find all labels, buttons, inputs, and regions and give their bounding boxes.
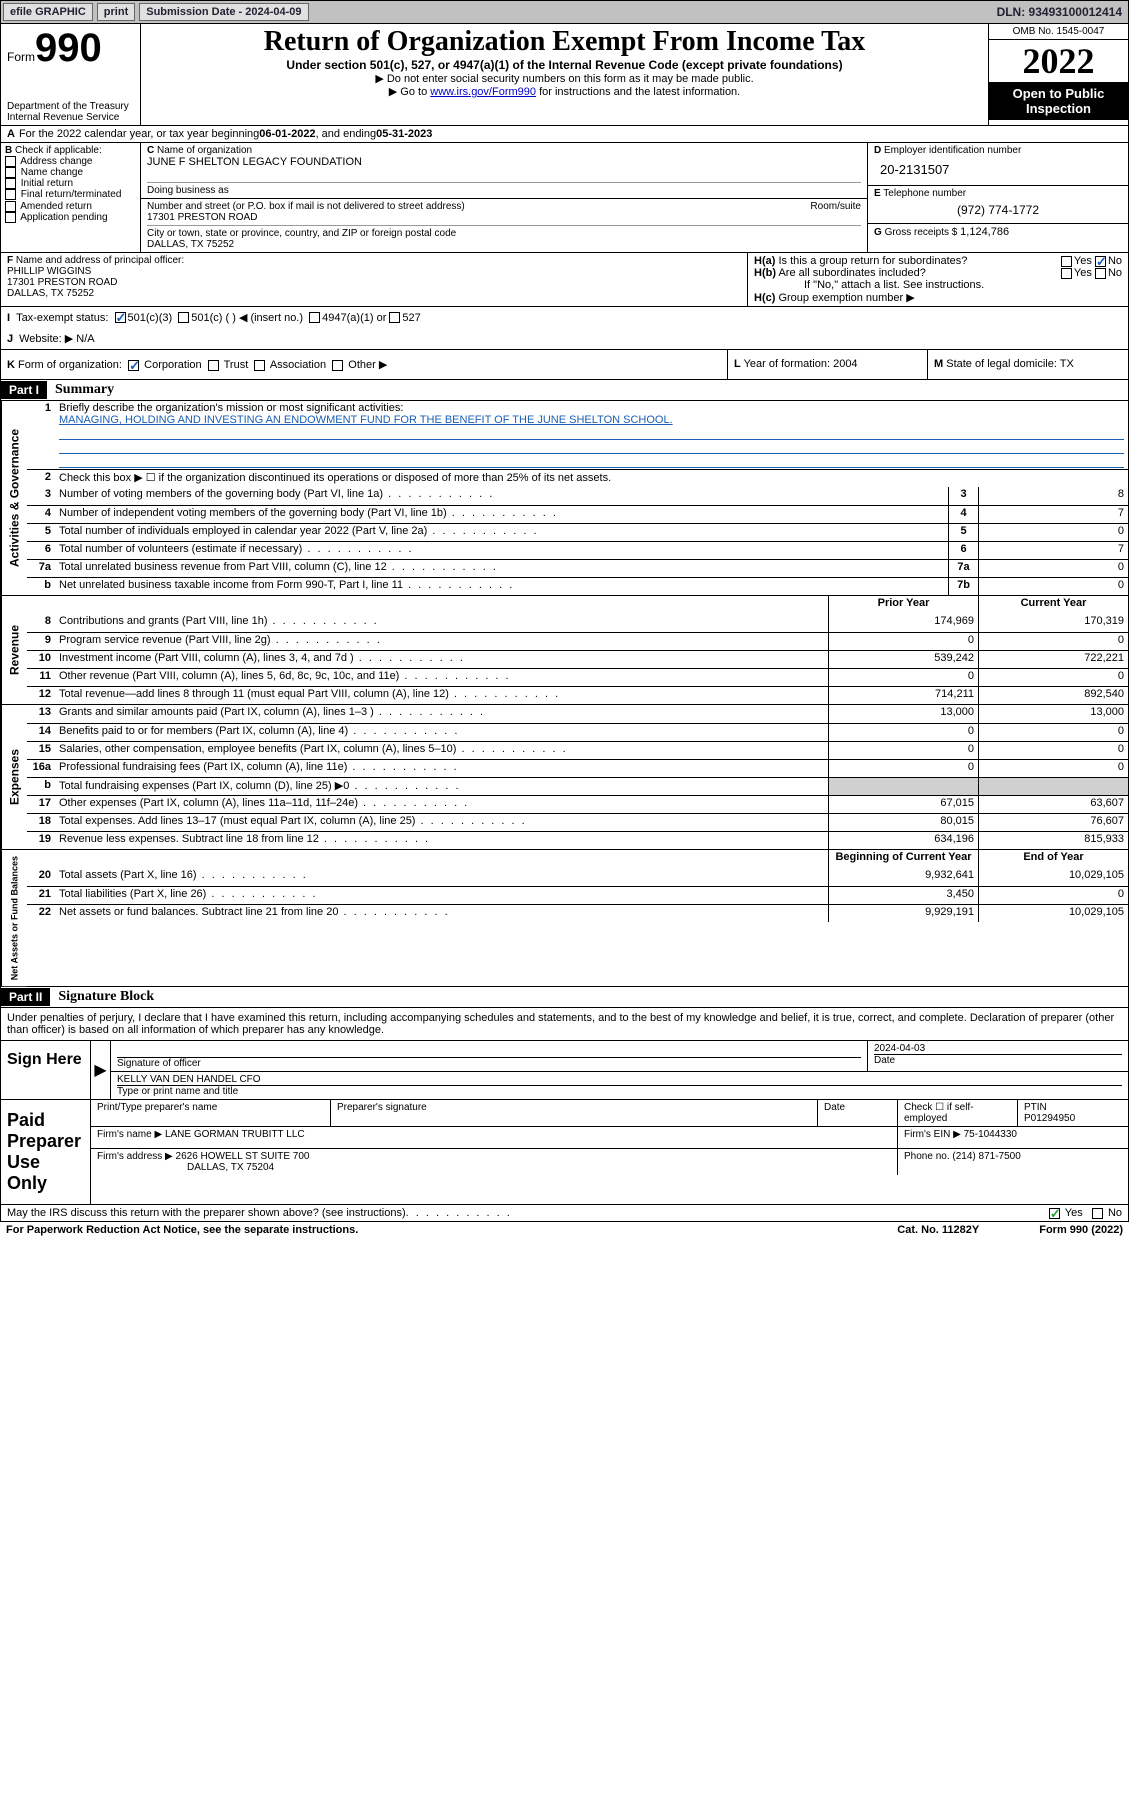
section-activities: Activities & Governance 1 Briefly descri… <box>0 401 1129 596</box>
table-row: bTotal fundraising expenses (Part IX, co… <box>27 777 1128 795</box>
table-row: 22Net assets or fund balances. Subtract … <box>27 904 1128 922</box>
paid-preparer-block: Paid Preparer Use Only Print/Type prepar… <box>0 1100 1129 1205</box>
part1-header: Part I Summary <box>0 380 1129 401</box>
irs-link[interactable]: www.irs.gov/Form990 <box>430 86 536 98</box>
table-row: 5Total number of individuals employed in… <box>27 523 1128 541</box>
table-row: 16aProfessional fundraising fees (Part I… <box>27 759 1128 777</box>
form-subtitle-2: ▶ Do not enter social security numbers o… <box>149 72 980 85</box>
row-i: I Tax-exempt status: 501(c)(3) 501(c) ( … <box>0 307 1129 328</box>
firm-ein: 75-1044330 <box>964 1129 1017 1140</box>
form-number: Form990 <box>7 26 134 71</box>
table-row: bNet unrelated business taxable income f… <box>27 577 1128 595</box>
block-entity: B Check if applicable: Address change Na… <box>0 143 1129 253</box>
table-row: 11Other revenue (Part VIII, column (A), … <box>27 668 1128 686</box>
table-row: 4Number of independent voting members of… <box>27 505 1128 523</box>
tax-year: 2022 <box>989 40 1128 82</box>
section-revenue: Revenue Prior Year Current Year 8Contrib… <box>0 596 1129 705</box>
block-fh: F Name and address of principal officer:… <box>0 253 1129 307</box>
street-address: 17301 PRESTON ROAD <box>147 212 257 223</box>
row-a: A For the 2022 calendar year, or tax yea… <box>0 126 1129 143</box>
checkbox-item: Amended return <box>5 201 136 212</box>
sign-arrow-icon: ▶ <box>91 1041 111 1099</box>
row-j: J Website: ▶ N/A <box>0 328 1129 350</box>
table-row: 9Program service revenue (Part VIII, lin… <box>27 632 1128 650</box>
ptin: P01294950 <box>1024 1113 1075 1124</box>
website: N/A <box>76 333 94 345</box>
checkbox-item: Final return/terminated <box>5 189 136 200</box>
table-row: 13Grants and similar amounts paid (Part … <box>27 705 1128 723</box>
row-klm: K Form of organization: Corporation Trus… <box>0 350 1129 380</box>
table-row: 10Investment income (Part VIII, column (… <box>27 650 1128 668</box>
table-row: 18Total expenses. Add lines 13–17 (must … <box>27 813 1128 831</box>
dln: DLN: 93493100012414 <box>993 5 1126 19</box>
checkbox-item: Name change <box>5 167 136 178</box>
officer-name: PHILLIP WIGGINS <box>7 266 91 277</box>
open-public: Open to Public Inspection <box>989 82 1128 120</box>
form-header: Form990 Department of the Treasury Inter… <box>0 24 1129 126</box>
form-subtitle-3: ▶ Go to www.irs.gov/Form990 for instruct… <box>149 85 980 98</box>
b-column: B Check if applicable: Address change Na… <box>1 143 141 252</box>
print-button[interactable]: print <box>97 3 135 21</box>
checkbox-item: Application pending <box>5 212 136 223</box>
section-expenses: Expenses 13Grants and similar amounts pa… <box>0 705 1129 850</box>
city-state-zip: DALLAS, TX 75252 <box>147 239 234 250</box>
footer: For Paperwork Reduction Act Notice, see … <box>0 1222 1129 1238</box>
table-row: 14Benefits paid to or for members (Part … <box>27 723 1128 741</box>
declaration-text: Under penalties of perjury, I declare th… <box>0 1008 1129 1041</box>
table-row: 6Total number of volunteers (estimate if… <box>27 541 1128 559</box>
dept-treasury: Department of the Treasury <box>7 101 134 112</box>
section-netassets: Net Assets or Fund Balances Beginning of… <box>0 850 1129 987</box>
table-row: 15Salaries, other compensation, employee… <box>27 741 1128 759</box>
omb-number: OMB No. 1545-0047 <box>989 24 1128 40</box>
ein: 20-2131507 <box>874 156 1122 183</box>
table-row: 21Total liabilities (Part X, line 26)3,4… <box>27 886 1128 904</box>
phone: (972) 774-1772 <box>874 199 1122 221</box>
checkbox-item: Initial return <box>5 178 136 189</box>
table-row: 19Revenue less expenses. Subtract line 1… <box>27 831 1128 849</box>
topbar: efile GRAPHIC print Submission Date - 20… <box>0 0 1129 24</box>
gross-receipts: 1,124,786 <box>960 226 1009 238</box>
sign-here-block: Sign Here ▶ Signature of officer 2024-04… <box>0 1041 1129 1100</box>
mission-text: MANAGING, HOLDING AND INVESTING AN ENDOW… <box>59 414 673 426</box>
table-row: 3Number of voting members of the governi… <box>27 487 1128 505</box>
org-name: JUNE F SHELTON LEGACY FOUNDATION <box>147 156 362 168</box>
officer-typed-name: KELLY VAN DEN HANDEL CFO <box>117 1074 261 1085</box>
part2-header: Part II Signature Block <box>0 987 1129 1008</box>
firm-address: 2626 HOWELL ST SUITE 700 <box>176 1151 310 1162</box>
table-row: 12Total revenue—add lines 8 through 11 (… <box>27 686 1128 704</box>
table-row: 8Contributions and grants (Part VIII, li… <box>27 614 1128 632</box>
checkbox-item: Address change <box>5 156 136 167</box>
table-row: 20Total assets (Part X, line 16)9,932,64… <box>27 868 1128 886</box>
submission-date: Submission Date - 2024-04-09 <box>139 3 308 21</box>
table-row: 7aTotal unrelated business revenue from … <box>27 559 1128 577</box>
table-row: 17Other expenses (Part IX, column (A), l… <box>27 795 1128 813</box>
form-title: Return of Organization Exempt From Incom… <box>149 26 980 58</box>
form-subtitle-1: Under section 501(c), 527, or 4947(a)(1)… <box>149 58 980 72</box>
sign-date: 2024-04-03 <box>874 1043 925 1054</box>
irs-label: Internal Revenue Service <box>7 112 134 123</box>
discuss-row: May the IRS discuss this return with the… <box>0 1205 1129 1222</box>
efile-label: efile GRAPHIC <box>3 3 93 21</box>
firm-phone: (214) 871-7500 <box>952 1151 1020 1162</box>
firm-name: LANE GORMAN TRUBITT LLC <box>165 1129 305 1140</box>
